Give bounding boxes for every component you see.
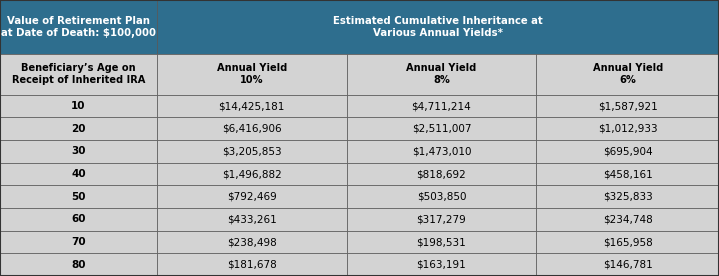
Bar — [347, 253, 536, 276]
Text: $163,191: $163,191 — [416, 260, 467, 270]
Text: $165,958: $165,958 — [603, 237, 653, 247]
Bar — [0, 231, 157, 253]
Text: $4,711,214: $4,711,214 — [411, 101, 472, 111]
Text: $181,678: $181,678 — [226, 260, 277, 270]
Bar — [0, 95, 157, 117]
Bar — [347, 185, 536, 208]
Text: $317,279: $317,279 — [416, 214, 467, 224]
Text: $503,850: $503,850 — [417, 192, 466, 202]
Bar — [0, 140, 157, 163]
Text: Annual Yield
6%: Annual Yield 6% — [592, 63, 663, 85]
Text: 60: 60 — [71, 214, 86, 224]
Bar — [347, 54, 536, 95]
Bar — [157, 185, 347, 208]
Bar — [0, 208, 157, 231]
Bar — [536, 140, 719, 163]
Text: $6,416,906: $6,416,906 — [222, 124, 281, 134]
Bar — [157, 95, 347, 117]
Text: $1,587,921: $1,587,921 — [597, 101, 658, 111]
Text: Value of Retirement Plan
at Date of Death: $100,000: Value of Retirement Plan at Date of Deat… — [1, 16, 156, 38]
Text: $198,531: $198,531 — [416, 237, 467, 247]
Text: $433,261: $433,261 — [226, 214, 277, 224]
Bar — [157, 208, 347, 231]
Bar — [347, 140, 536, 163]
Bar — [347, 208, 536, 231]
Text: $818,692: $818,692 — [416, 169, 467, 179]
Text: $3,205,853: $3,205,853 — [222, 146, 281, 156]
Bar — [536, 117, 719, 140]
Bar — [0, 163, 157, 185]
Text: 80: 80 — [71, 260, 86, 270]
Text: $146,781: $146,781 — [603, 260, 653, 270]
Bar — [0, 0, 157, 54]
Bar — [347, 117, 536, 140]
Bar — [347, 95, 536, 117]
Text: 70: 70 — [71, 237, 86, 247]
Text: $1,496,882: $1,496,882 — [221, 169, 282, 179]
Bar — [536, 95, 719, 117]
Text: $325,833: $325,833 — [603, 192, 653, 202]
Bar — [536, 231, 719, 253]
Bar — [0, 117, 157, 140]
Text: $458,161: $458,161 — [603, 169, 653, 179]
Text: $1,473,010: $1,473,010 — [412, 146, 471, 156]
Text: 20: 20 — [71, 124, 86, 134]
Text: 50: 50 — [71, 192, 86, 202]
Text: $792,469: $792,469 — [226, 192, 277, 202]
Bar — [157, 253, 347, 276]
Bar — [347, 163, 536, 185]
Text: $238,498: $238,498 — [226, 237, 277, 247]
Text: 10: 10 — [71, 101, 86, 111]
Bar — [536, 54, 719, 95]
Bar — [157, 231, 347, 253]
Bar — [0, 253, 157, 276]
Bar — [0, 54, 157, 95]
Bar — [157, 140, 347, 163]
Text: Annual Yield
8%: Annual Yield 8% — [406, 63, 477, 85]
Text: $234,748: $234,748 — [603, 214, 653, 224]
Bar — [536, 163, 719, 185]
Bar — [536, 208, 719, 231]
Bar — [536, 185, 719, 208]
Text: $2,511,007: $2,511,007 — [412, 124, 471, 134]
Bar — [157, 54, 347, 95]
Text: $1,012,933: $1,012,933 — [598, 124, 657, 134]
Bar — [536, 253, 719, 276]
Text: $14,425,181: $14,425,181 — [219, 101, 285, 111]
Bar — [347, 231, 536, 253]
Text: Beneficiary’s Age on
Receipt of Inherited IRA: Beneficiary’s Age on Receipt of Inherite… — [12, 63, 145, 85]
Text: $695,904: $695,904 — [603, 146, 653, 156]
Bar — [0, 185, 157, 208]
Text: Annual Yield
10%: Annual Yield 10% — [216, 63, 287, 85]
Bar — [157, 163, 347, 185]
Text: Estimated Cumulative Inheritance at
Various Annual Yields*: Estimated Cumulative Inheritance at Vari… — [333, 16, 543, 38]
Bar — [157, 0, 719, 54]
Bar — [157, 117, 347, 140]
Text: 40: 40 — [71, 169, 86, 179]
Text: 30: 30 — [71, 146, 86, 156]
